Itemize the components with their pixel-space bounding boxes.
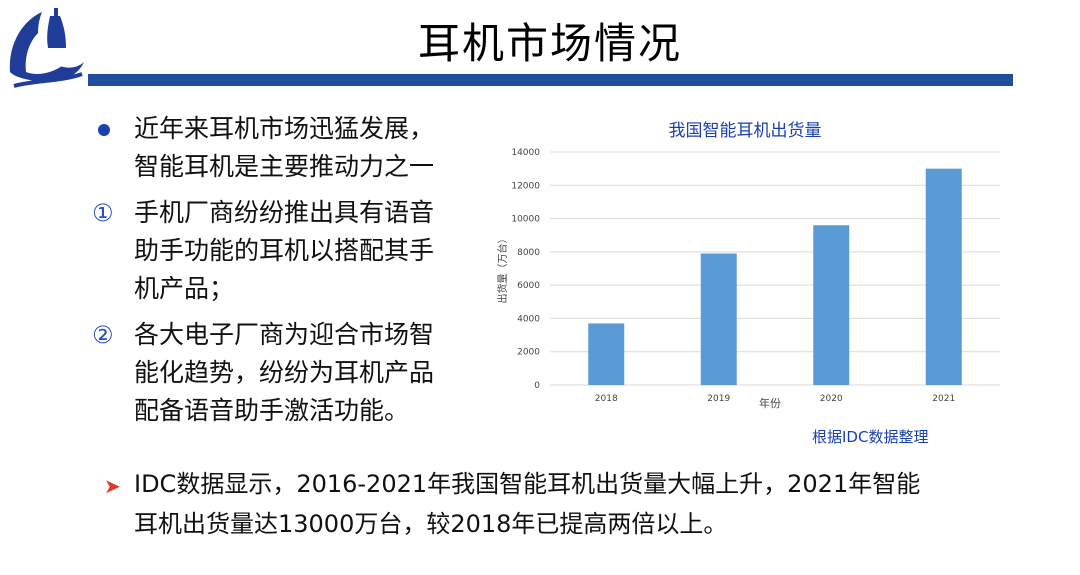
footer-line: IDC数据显示，2016-2021年我国智能耳机出货量大幅上升，2021年智能 bbox=[134, 470, 921, 498]
y-tick-label: 4000 bbox=[517, 314, 540, 324]
bullet-line: 近年来耳机市场迅猛发展， bbox=[134, 114, 435, 143]
x-axis-title: 年份 bbox=[759, 396, 781, 410]
x-tick-label: 2020 bbox=[820, 394, 843, 404]
bullet-dot-icon bbox=[92, 110, 128, 148]
y-tick-label: 14000 bbox=[511, 148, 540, 158]
x-tick-label: 2019 bbox=[707, 394, 730, 404]
x-tick-label: 2018 bbox=[595, 394, 618, 404]
y-tick-label: 0 bbox=[534, 381, 540, 391]
bar-2021 bbox=[925, 168, 962, 385]
title-divider bbox=[88, 74, 1013, 86]
y-tick-label: 12000 bbox=[511, 181, 540, 191]
source-note: 根据IDC数据整理 bbox=[812, 428, 929, 446]
chart-title: 我国智能耳机出货量 bbox=[668, 121, 822, 141]
page-title: 耳机市场情况 bbox=[417, 19, 682, 68]
footer-line: 耳机出货量达13000万台，较2018年已提高两倍以上。 bbox=[134, 510, 728, 538]
bullet-item-3: ② 各大电子厂商为迎合市场智 能化趋势，纷纷为耳机产品 配备语音助手激活功能。 bbox=[92, 316, 492, 430]
x-tick-label: 2021 bbox=[932, 394, 955, 404]
bullet-line: 手机厂商纷纷推出具有语音 bbox=[134, 198, 435, 227]
chart-plot: 0 2000 4000 6000 8000 10000 12000 14000 2018 2019… bbox=[496, 148, 1000, 410]
bullet-number: ② bbox=[92, 321, 114, 349]
bullet-line: 机产品； bbox=[134, 274, 235, 303]
bullet-item-2: ① 手机厂商纷纷推出具有语音 助手功能的耳机以搭配其手 机产品； bbox=[92, 194, 492, 308]
bullet-number: ① bbox=[92, 199, 114, 227]
y-tick-label: 10000 bbox=[511, 215, 540, 225]
arrow-bullet-icon: ➤ bbox=[104, 474, 121, 498]
bullet-line: 配备语音助手激活功能。 bbox=[134, 396, 410, 425]
bar-2020 bbox=[813, 225, 850, 385]
y-axis-title: 出货量（万台） bbox=[496, 234, 509, 304]
bullet-item-1: 近年来耳机市场迅猛发展， 智能耳机是主要推动力之一 bbox=[92, 110, 492, 186]
y-tick-label: 8000 bbox=[517, 248, 540, 258]
bar-2018 bbox=[588, 323, 625, 385]
footer-note: ➤ IDC数据显示，2016-2021年我国智能耳机出货量大幅上升，2021年智… bbox=[104, 464, 1034, 544]
bullet-line: 能化趋势，纷纷为耳机产品 bbox=[134, 358, 435, 387]
logo-icon bbox=[9, 8, 84, 88]
y-tick-label: 6000 bbox=[517, 281, 540, 291]
bullet-line: 智能耳机是主要推动力之一 bbox=[134, 152, 435, 181]
bar-2019 bbox=[700, 253, 737, 385]
shipment-chart: 我国智能耳机出货量 0 2000 4000 6000 8000 10000 12000 140… bbox=[480, 108, 1010, 448]
bullet-line: 助手功能的耳机以搭配其手 bbox=[134, 236, 435, 265]
bullet-line: 各大电子厂商为迎合市场智 bbox=[134, 320, 435, 349]
bullet-list: 近年来耳机市场迅猛发展， 智能耳机是主要推动力之一 ① 手机厂商纷纷推出具有语音… bbox=[92, 110, 492, 438]
y-tick-label: 2000 bbox=[517, 348, 540, 358]
